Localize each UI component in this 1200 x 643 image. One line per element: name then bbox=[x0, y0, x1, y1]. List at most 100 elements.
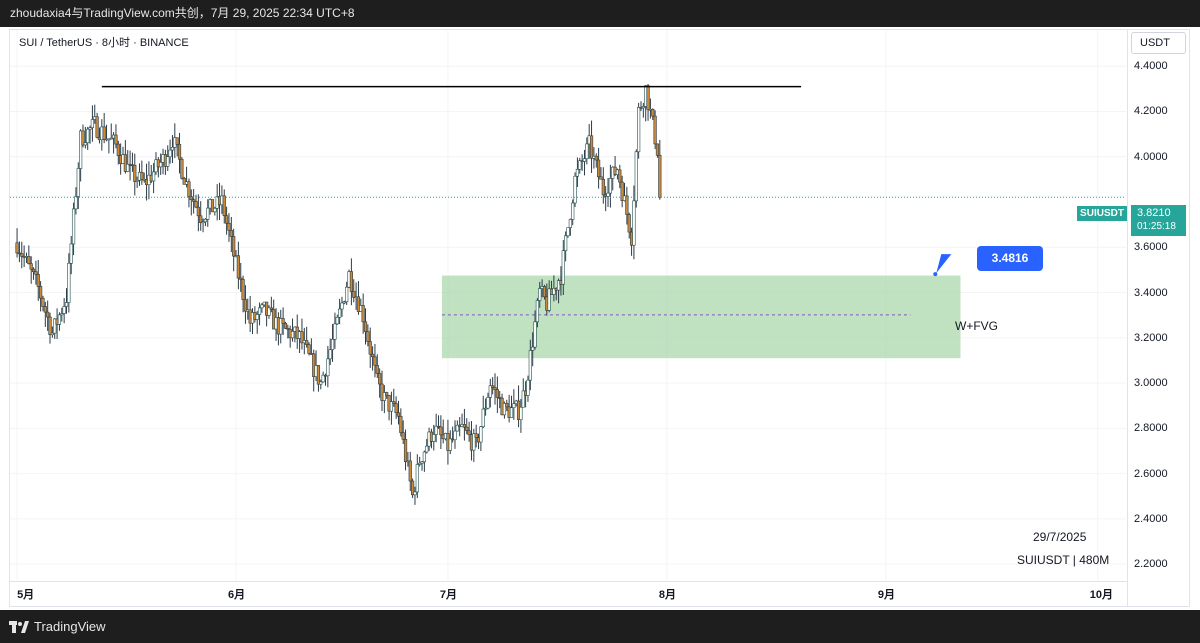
candle bbox=[166, 145, 170, 172]
candle bbox=[512, 389, 516, 420]
candle bbox=[589, 120, 594, 173]
candle bbox=[257, 302, 262, 326]
candle bbox=[64, 288, 69, 314]
footer-date: 29/7/2025 bbox=[1033, 530, 1087, 544]
candle bbox=[201, 218, 205, 233]
candle bbox=[269, 296, 273, 313]
candle bbox=[31, 267, 36, 280]
candle bbox=[434, 413, 438, 443]
price-axis-divider bbox=[1127, 29, 1128, 607]
candle bbox=[571, 199, 575, 226]
price-callout[interactable]: 3.4816 bbox=[977, 246, 1043, 271]
candle bbox=[15, 228, 19, 258]
candle bbox=[474, 424, 478, 448]
candle bbox=[152, 163, 156, 194]
candle bbox=[495, 376, 499, 413]
candle bbox=[349, 258, 353, 306]
candle bbox=[83, 126, 87, 149]
candle bbox=[41, 295, 45, 312]
price-tick-label: 3.0000 bbox=[1134, 377, 1168, 390]
candle bbox=[321, 371, 325, 383]
candle bbox=[396, 400, 401, 425]
candle bbox=[399, 408, 403, 437]
candle bbox=[403, 429, 408, 471]
candle bbox=[455, 420, 459, 432]
candle bbox=[625, 186, 629, 225]
candle bbox=[535, 297, 539, 328]
candle bbox=[279, 309, 283, 344]
candle bbox=[300, 318, 304, 350]
price-tick-label: 4.0000 bbox=[1134, 150, 1168, 163]
candle bbox=[368, 327, 372, 368]
candle bbox=[599, 167, 603, 180]
candle bbox=[505, 399, 509, 412]
candle bbox=[373, 343, 377, 378]
candle bbox=[255, 310, 259, 334]
candle bbox=[260, 303, 264, 313]
candle bbox=[210, 199, 215, 213]
candle bbox=[392, 388, 396, 407]
candle bbox=[533, 310, 537, 350]
candle bbox=[330, 323, 335, 362]
candle bbox=[114, 124, 118, 149]
candle bbox=[340, 296, 344, 317]
candle bbox=[418, 456, 422, 467]
time-tick-label: 9月 bbox=[877, 589, 895, 601]
candle bbox=[415, 454, 419, 499]
candle bbox=[225, 206, 229, 235]
candle bbox=[538, 281, 542, 308]
candle bbox=[597, 147, 601, 189]
last-price-symbol-tag: SUIUSDT bbox=[1077, 206, 1127, 221]
candle bbox=[519, 398, 523, 433]
symbol-title[interactable]: SUI / TetherUS · 8小时 · BINANCE bbox=[19, 37, 189, 49]
candle bbox=[462, 408, 467, 441]
candle bbox=[472, 428, 476, 462]
candle bbox=[305, 326, 309, 348]
candle bbox=[116, 140, 120, 165]
candle bbox=[641, 102, 645, 118]
candle bbox=[594, 153, 598, 168]
candle bbox=[192, 189, 196, 214]
candle bbox=[382, 385, 386, 414]
candle bbox=[491, 377, 495, 395]
price-tick-label: 2.2000 bbox=[1134, 558, 1168, 571]
candle bbox=[425, 438, 429, 454]
tradingview-icon bbox=[9, 620, 29, 633]
candle bbox=[281, 307, 285, 335]
candle bbox=[182, 176, 186, 185]
candle bbox=[547, 280, 551, 313]
candle bbox=[356, 281, 361, 315]
candle bbox=[389, 391, 394, 425]
candle bbox=[606, 178, 610, 207]
currency-selector[interactable]: USDT bbox=[1131, 32, 1186, 54]
candle bbox=[608, 164, 612, 208]
candle bbox=[620, 175, 624, 208]
candle bbox=[363, 308, 368, 345]
candle bbox=[439, 415, 443, 449]
candle bbox=[542, 284, 547, 300]
candle bbox=[76, 162, 80, 210]
candle bbox=[175, 137, 179, 157]
price-tick-label: 2.6000 bbox=[1134, 467, 1168, 480]
candle bbox=[479, 425, 483, 452]
tradingview-logo[interactable]: TradingView bbox=[9, 619, 106, 634]
candle bbox=[140, 160, 144, 185]
candle bbox=[488, 378, 492, 408]
fvg-zone[interactable] bbox=[441, 275, 961, 359]
candle bbox=[62, 298, 66, 324]
candle bbox=[290, 318, 295, 342]
candle bbox=[328, 338, 332, 365]
candle bbox=[509, 395, 514, 418]
candle bbox=[88, 125, 92, 144]
footer-symbol-interval: SUIUSDT | 480M bbox=[1017, 553, 1110, 567]
zone-label[interactable]: W+FVG bbox=[955, 319, 999, 333]
candle bbox=[227, 213, 231, 242]
candle bbox=[420, 460, 424, 471]
bar-countdown: 01:25:18 bbox=[1137, 221, 1176, 232]
candle bbox=[199, 201, 203, 231]
candle bbox=[453, 420, 457, 449]
candle bbox=[177, 132, 182, 174]
candle bbox=[53, 318, 57, 339]
candle bbox=[408, 451, 412, 492]
